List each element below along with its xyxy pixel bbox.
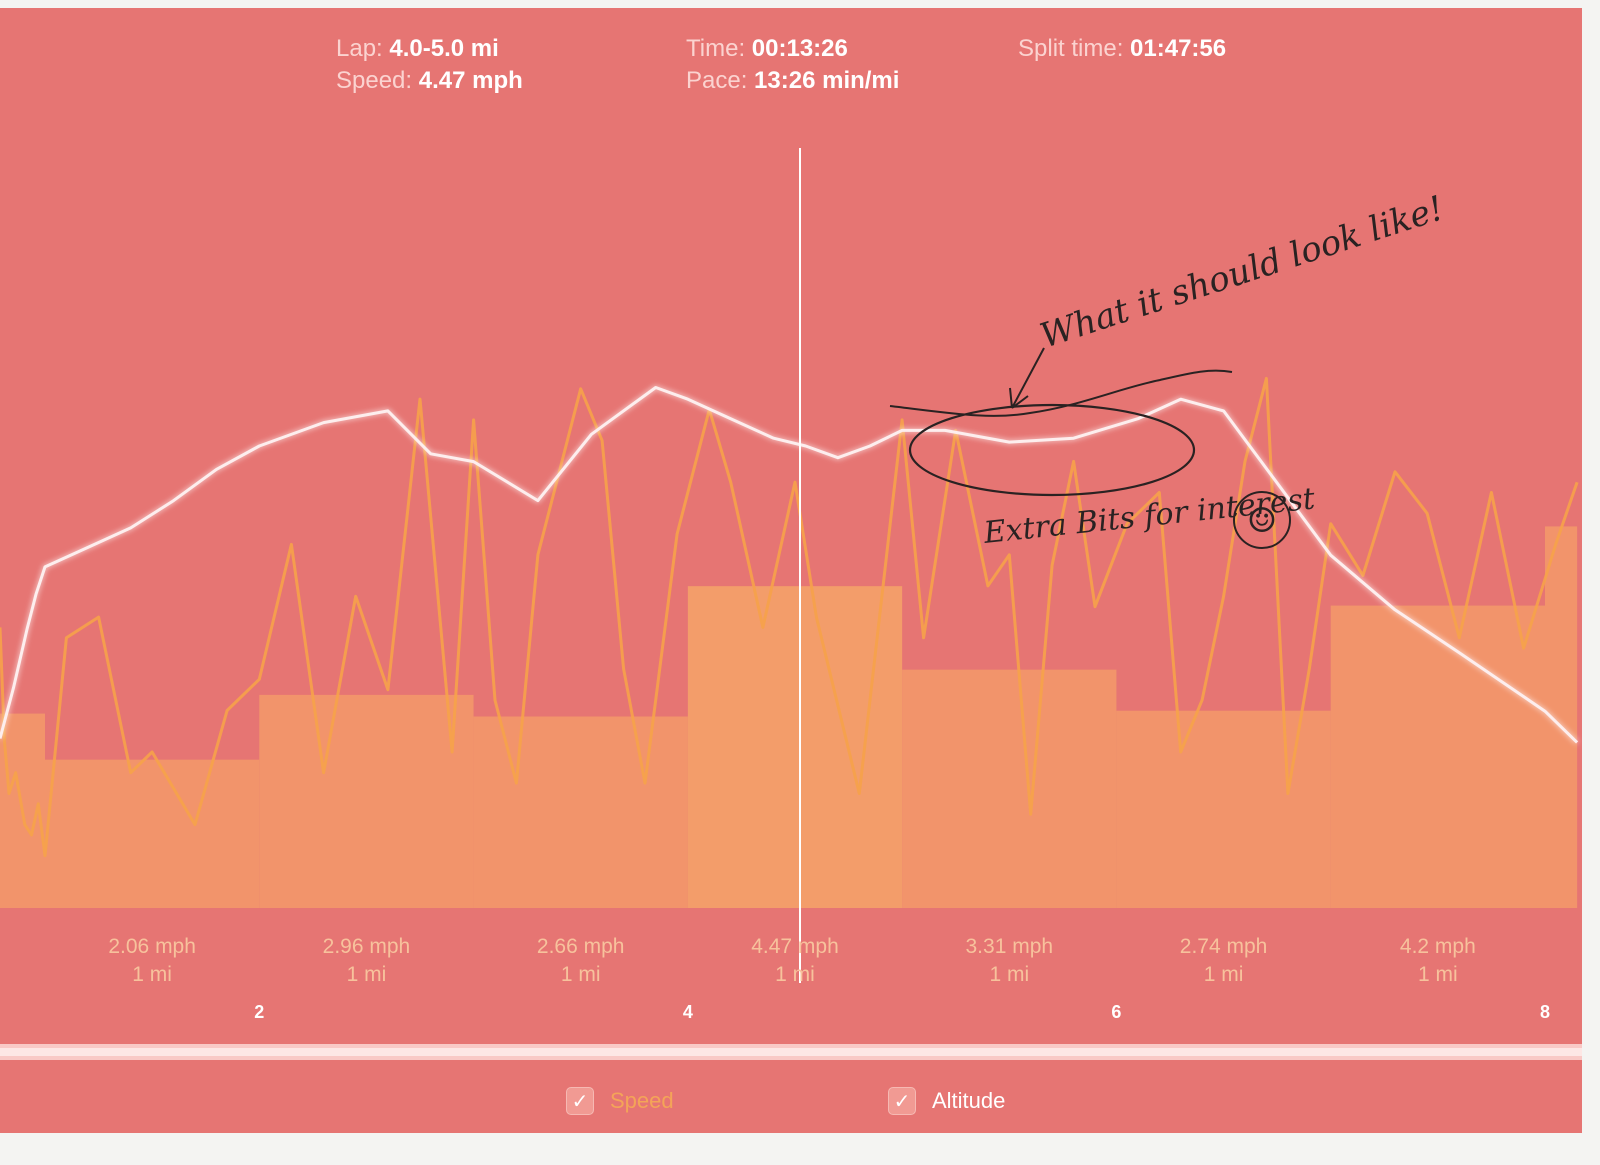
- check-icon: ✓: [571, 1090, 589, 1113]
- annotation-smiley-icon: ☺: [1247, 501, 1277, 541]
- lap-stat: Lap: 4.0-5.0 mi: [336, 34, 499, 64]
- lap-summary-header: Lap: 4.0-5.0 mi Speed: 4.47 mph Time: 00…: [0, 8, 1582, 118]
- lap-distance-label: 1 mi: [561, 963, 601, 986]
- time-stat: Time: 00:13:26: [686, 34, 848, 64]
- lap-speed-label: 2.06 mph: [108, 935, 196, 958]
- lap-speed-label: 4.2 mph: [1400, 935, 1476, 958]
- speed-label: Speed:: [336, 67, 413, 94]
- x-axis-ticks: 2 4 6 8: [254, 1002, 1550, 1022]
- speed-stat: Speed: 4.47 mph: [336, 66, 523, 96]
- lap-bar: [45, 759, 260, 908]
- series-toggles: ✓ Speed ✓ Altitude: [0, 1083, 1582, 1123]
- lap-speed-label: 2.66 mph: [537, 935, 625, 958]
- annotation-what-it-should-look-like: What it should look like!: [1035, 188, 1448, 356]
- lap-value: 4.0-5.0 mi: [389, 35, 499, 62]
- lap-distance-label: 1 mi: [1204, 963, 1244, 986]
- lap-bar: [473, 716, 688, 908]
- speed-value: 4.47 mph: [418, 67, 523, 94]
- lap-distance-label: 1 mi: [347, 963, 387, 986]
- altitude-series: [0, 386, 1579, 744]
- lap-speed-label: 2.96 mph: [323, 935, 411, 958]
- altitude-checkbox[interactable]: ✓: [888, 1087, 916, 1115]
- split-time-value: 01:47:56: [1130, 35, 1227, 62]
- speed-line: [0, 376, 1579, 858]
- lap-speed-label: 3.31 mph: [966, 935, 1054, 958]
- check-icon: ✓: [893, 1090, 911, 1113]
- activity-chart-panel: Lap: 4.0-5.0 mi Speed: 4.47 mph Time: 00…: [0, 8, 1582, 1133]
- lap-bar: [687, 586, 903, 908]
- speed-series: [0, 376, 1579, 858]
- altitude-toggle[interactable]: ✓ Altitude: [888, 1083, 1005, 1119]
- pace-label: Pace:: [686, 67, 748, 94]
- lap-bar: [1116, 710, 1331, 908]
- lap-speed-label: 4.47 mph: [751, 935, 839, 958]
- lap-bar: [1330, 605, 1545, 908]
- time-value: 00:13:26: [751, 35, 848, 62]
- time-label: Time:: [686, 35, 746, 62]
- altitude-toggle-label: Altitude: [932, 1088, 1006, 1113]
- split-time-stat: Split time: 01:47:56: [1018, 34, 1226, 64]
- handwritten-annotations: What it should look like! Extra Bits for…: [889, 188, 1449, 551]
- lap-distance-label: 1 mi: [989, 963, 1029, 986]
- x-tick-label: 8: [1540, 1002, 1550, 1022]
- annotation-arrow: [1009, 347, 1045, 409]
- lap-distance-label: 1 mi: [132, 963, 172, 986]
- annotation-smiley-circle: [1233, 491, 1291, 549]
- speed-altitude-chart[interactable]: What it should look like! Extra Bits for…: [0, 8, 1582, 1078]
- x-tick-label: 6: [1111, 1002, 1121, 1022]
- pace-stat: Pace: 13:26 min/mi: [686, 66, 899, 96]
- lap-bar: [902, 669, 1117, 908]
- lap-speed-label: 2.74 mph: [1180, 935, 1268, 958]
- speed-toggle[interactable]: ✓ Speed: [566, 1083, 674, 1119]
- range-slider-fill[interactable]: [0, 1048, 1582, 1056]
- speed-toggle-label: Speed: [610, 1088, 674, 1113]
- lap-label: Lap:: [336, 35, 383, 62]
- split-time-label: Split time:: [1018, 35, 1124, 62]
- speed-checkbox[interactable]: ✓: [566, 1087, 594, 1115]
- pace-value: 13:26 min/mi: [754, 67, 900, 94]
- lap-distance-label: 1 mi: [1418, 963, 1458, 986]
- altitude-line: [0, 386, 1579, 744]
- lap-bars: [0, 526, 1578, 908]
- lap-bar: [259, 694, 474, 908]
- annotation-ellipse: [908, 403, 1196, 497]
- x-tick-label: 4: [683, 1002, 693, 1022]
- annotation-desired-altitude-stroke: [889, 369, 1233, 417]
- x-tick-label: 2: [254, 1002, 264, 1022]
- lap-labels: 2.06 mph 1 mi 2.96 mph 1 mi 2.66 mph 1 mi 4.47…: [108, 935, 1475, 986]
- lap-distance-label: 1 mi: [775, 963, 815, 986]
